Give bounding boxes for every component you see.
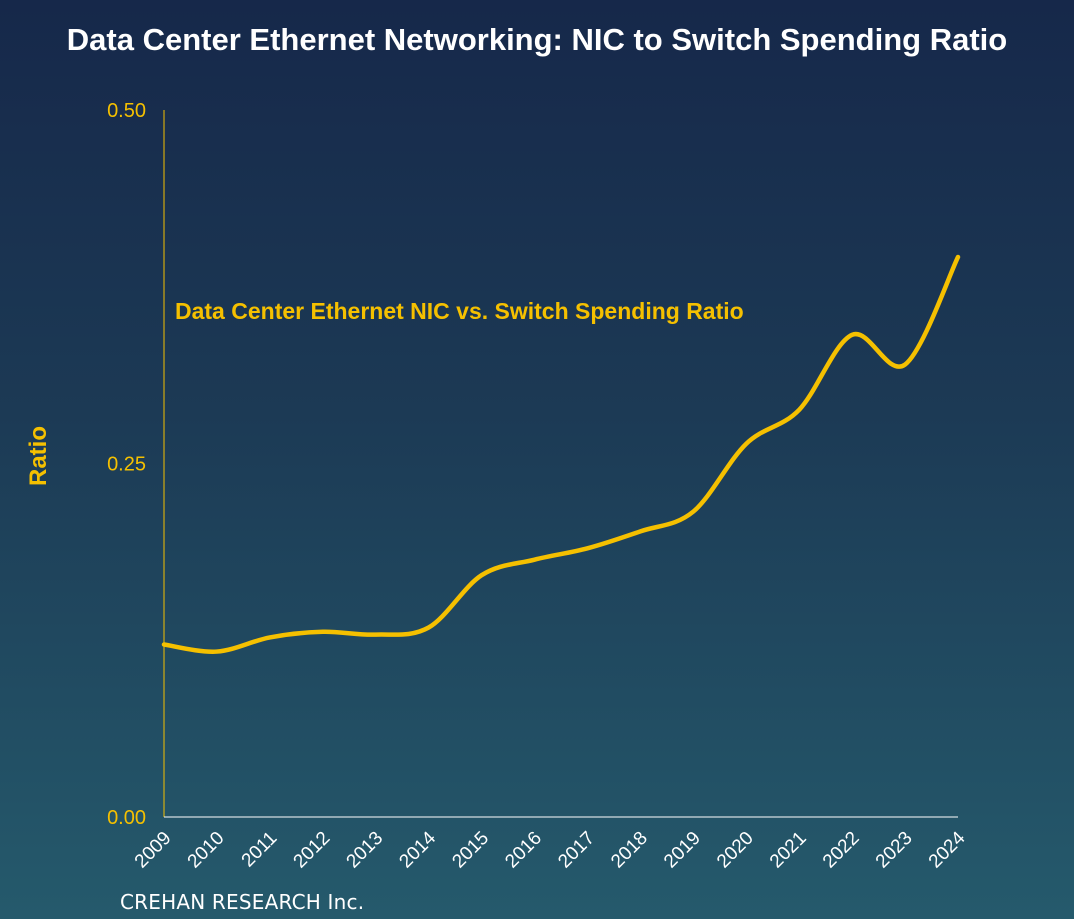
x-tick-label: 2018 xyxy=(607,828,652,873)
x-tick-label: 2009 xyxy=(131,828,176,873)
x-tick-label: 2010 xyxy=(184,828,229,873)
series-line xyxy=(161,254,961,654)
x-tick-label: 2024 xyxy=(925,827,970,872)
x-tick-label: 2012 xyxy=(290,828,335,873)
y-tick-label: 0.50 xyxy=(107,100,146,122)
y-axis-label: Ratio xyxy=(25,426,52,486)
chart-title: Data Center Ethernet Networking: NIC to … xyxy=(66,22,1008,57)
x-tick-label: 2014 xyxy=(395,827,440,872)
x-tick-label: 2017 xyxy=(554,828,599,873)
x-tick-label: 2019 xyxy=(660,828,705,873)
x-tick-label: 2015 xyxy=(448,828,493,873)
series-annotation: Data Center Ethernet NIC vs. Switch Spen… xyxy=(175,298,744,324)
x-tick-label: 2021 xyxy=(766,828,811,873)
x-tick-label: 2013 xyxy=(343,828,388,873)
y-tick-label: 0.00 xyxy=(107,807,146,829)
footer-credit: CREHAN RESEARCH Inc. xyxy=(120,890,365,914)
x-tick-label: 2023 xyxy=(872,828,917,873)
x-tick-label: 2022 xyxy=(819,828,864,873)
x-tick-label: 2011 xyxy=(238,828,282,872)
x-tick-label: 2016 xyxy=(501,828,546,873)
y-tick-label: 0.25 xyxy=(107,454,146,476)
x-tick-label: 2020 xyxy=(713,828,758,873)
